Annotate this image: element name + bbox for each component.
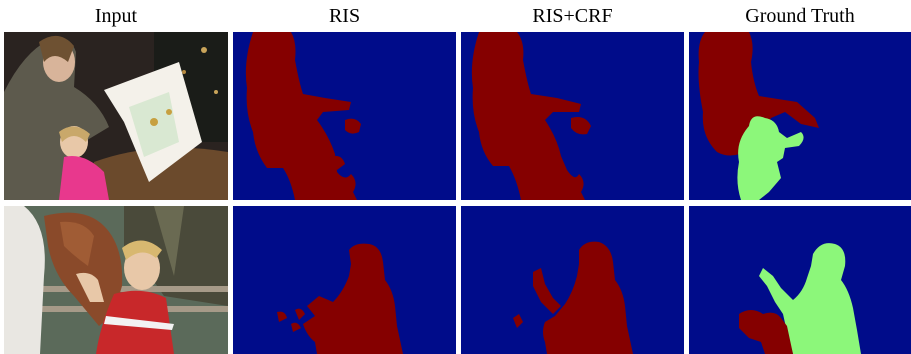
column-header-ground-truth: Ground Truth [745,5,855,27]
input-photo-row-2 [4,206,228,354]
column-header-ris-crf: RIS+CRF [532,5,613,27]
ground-truth-mask-row-2 [689,206,911,354]
ris-crf-mask-row-2 [461,206,684,354]
ground-truth-mask-row-1 [689,32,911,200]
ris-crf-mask-row-1 [461,32,684,200]
input-photo-row-1 [4,32,228,200]
ris-mask-row-2 [233,206,456,354]
ris-mask-row-1 [233,32,456,200]
column-header-ris: RIS [328,5,361,27]
column-header-input: Input [94,5,138,27]
